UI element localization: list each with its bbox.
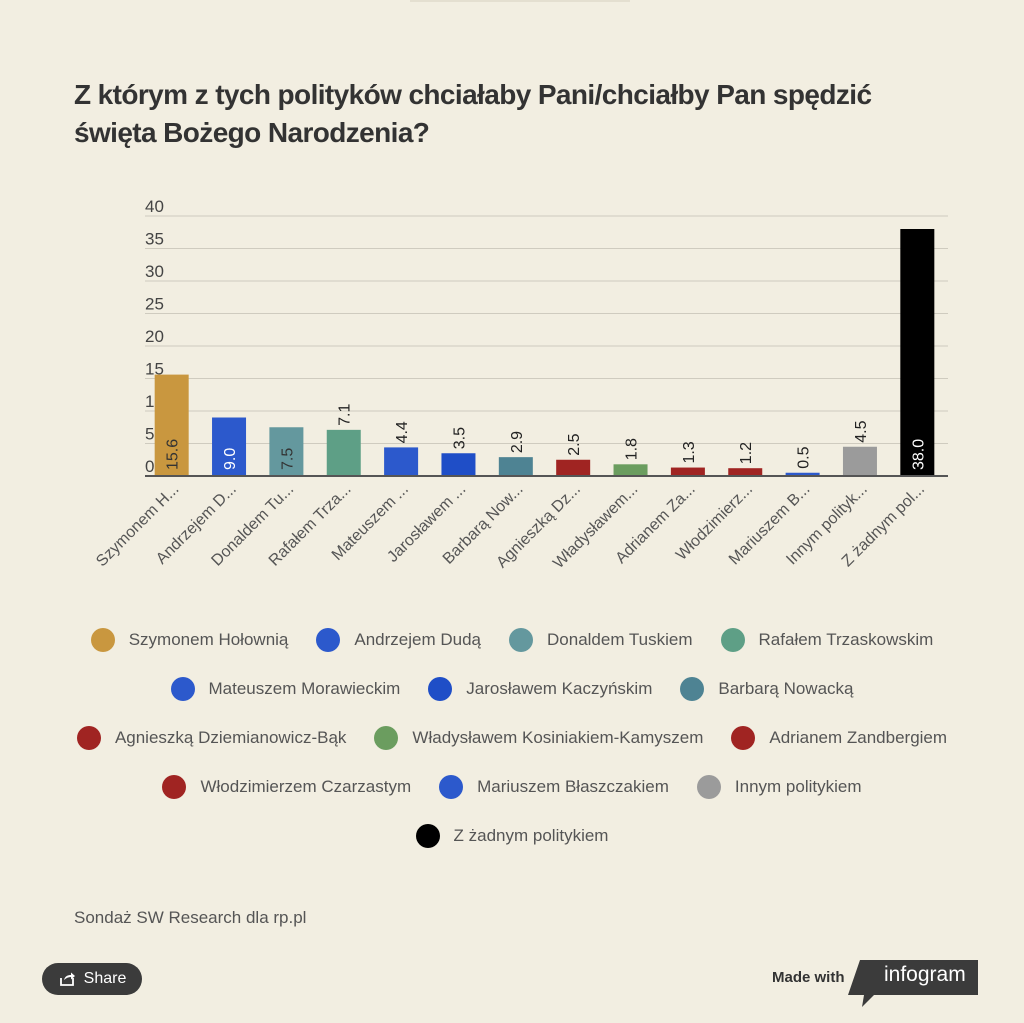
bar (498, 457, 533, 476)
legend-item[interactable]: Jarosławem Kaczyńskim (428, 676, 653, 701)
legend-item[interactable]: Władysławem Kosiniakiem-Kamyszem (374, 725, 704, 750)
legend-label: Włodzimierzem Czarzastym (200, 776, 412, 796)
legend-label: Rafałem Trzaskowskim (758, 629, 934, 649)
legend-swatch (170, 676, 195, 701)
bar (842, 446, 877, 476)
legend-row: Włodzimierzem Czarzastym Mariuszem Błaszc… (40, 762, 984, 811)
data-label: 15.6 (165, 439, 182, 470)
legend-swatch (374, 725, 399, 750)
legend-label: Z żadnym politykiem (453, 825, 609, 845)
legend-swatch (509, 627, 534, 652)
data-label: 1.8 (624, 438, 641, 460)
bar (556, 459, 591, 476)
bar (728, 468, 763, 476)
legend-swatch (90, 627, 115, 652)
legend-row: Mateuszem Morawieckim Jarosławem Kaczyńsk… (40, 664, 984, 713)
data-label: 7.5 (279, 448, 296, 470)
y-tick-label: 5 (145, 425, 154, 444)
bar (154, 374, 189, 476)
data-label: 1.3 (681, 441, 698, 463)
bar (269, 427, 304, 476)
legend-item[interactable]: Donaldem Tuskiem (509, 627, 693, 652)
data-label: 3.5 (451, 427, 468, 449)
y-tick-label: 15 (145, 360, 164, 379)
bar (384, 447, 419, 476)
legend-item[interactable]: Rafałem Trzaskowskim (720, 627, 934, 652)
legend-label: Agnieszką Dziemianowicz-Bąk (114, 727, 347, 747)
legend-swatch (415, 823, 440, 848)
legend-item[interactable]: Mateuszem Morawieckim (170, 676, 401, 701)
legend-row: Szymonem Hołownią Andrzejem Dudą Donaldem … (40, 615, 984, 664)
share-label: Share (83, 970, 127, 987)
legend-item[interactable]: Andrzejem Dudą (316, 627, 482, 652)
legend-item[interactable]: Z żadnym politykiem (415, 823, 609, 848)
data-label: 4.4 (394, 421, 411, 443)
top-divider (410, 0, 630, 2)
y-tick-label: 25 (145, 295, 164, 314)
legend-item[interactable]: Szymonem Hołownią (90, 627, 289, 652)
legend-label: Mariuszem Błaszczakiem (477, 776, 669, 796)
data-label: 9.0 (222, 448, 239, 470)
data-label: 0.5 (796, 446, 813, 468)
legend-swatch (731, 725, 756, 750)
legend-item[interactable]: Innym politykiem (696, 774, 862, 799)
legend-row: Agnieszką Dziemianowicz-Bąk Władysławem K… (40, 713, 984, 762)
legend-label: Władysławem Kosiniakiem-Kamyszem (412, 727, 704, 747)
legend-label: Jarosławem Kaczyńskim (466, 678, 653, 698)
y-tick-label: 30 (145, 262, 164, 281)
data-label: 2.9 (509, 431, 526, 453)
data-label: 7.1 (337, 404, 354, 426)
y-tick-label: 0 (145, 457, 154, 476)
y-tick-label: 20 (145, 327, 164, 346)
legend-swatch (76, 725, 101, 750)
y-tick-label: 40 (145, 197, 164, 216)
legend-label: Donaldem Tuskiem (547, 629, 693, 649)
legend-swatch (680, 676, 705, 701)
bar (900, 229, 935, 476)
chart-legend: Szymonem Hołownią Andrzejem Dudą Donaldem … (40, 615, 984, 860)
legend-item[interactable]: Barbarą Nowacką (680, 676, 854, 701)
bar (670, 467, 705, 476)
y-tick-label: 35 (145, 230, 164, 249)
bar (212, 417, 247, 476)
data-label: 38.0 (910, 439, 927, 470)
legend-label: Andrzejem Dudą (354, 629, 482, 649)
bar (441, 453, 476, 476)
bar (326, 429, 361, 476)
legend-item[interactable]: Agnieszką Dziemianowicz-Bąk (76, 725, 347, 750)
legend-swatch (720, 627, 745, 652)
share-button[interactable]: Share (42, 963, 142, 995)
bar (613, 464, 648, 476)
legend-item[interactable]: Mariuszem Błaszczakiem (439, 774, 669, 799)
share-icon (59, 972, 75, 986)
legend-label: Mateuszem Morawieckim (208, 678, 401, 698)
legend-label: Adrianem Zandbergiem (769, 727, 948, 747)
legend-swatch (162, 774, 187, 799)
legend-item[interactable]: Adrianem Zandbergiem (731, 725, 948, 750)
legend-label: Barbarą Nowacką (718, 678, 854, 698)
legend-swatch (428, 676, 453, 701)
chart-title: Z którym z tych polityków chciałaby Pani… (74, 79, 872, 148)
bar (785, 472, 820, 476)
legend-label: Innym politykiem (734, 776, 862, 796)
infogram-logo[interactable] (848, 960, 978, 1007)
legend-row: Z żadnym politykiem (40, 811, 984, 860)
data-label: 1.2 (738, 442, 755, 464)
legend-swatch (439, 774, 464, 799)
legend-swatch (696, 774, 721, 799)
legend-label: Szymonem Hołownią (128, 629, 289, 649)
made-with-label: Made with (772, 969, 845, 986)
data-label: 4.5 (853, 420, 870, 442)
data-label: 2.5 (566, 433, 583, 455)
legend-item[interactable]: Włodzimierzem Czarzastym (162, 774, 412, 799)
source-note: Sondaż SW Research dla rp.pl (74, 908, 307, 927)
legend-swatch (316, 627, 341, 652)
brand-label: infogram (884, 963, 966, 986)
